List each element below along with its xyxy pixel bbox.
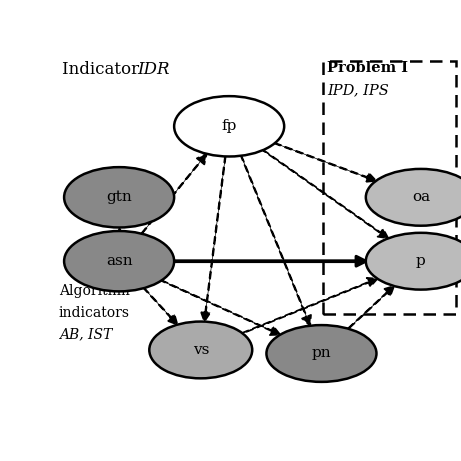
FancyArrowPatch shape bbox=[142, 154, 207, 234]
Bar bbox=[323, 61, 456, 314]
Text: Problem I: Problem I bbox=[327, 61, 408, 75]
FancyArrowPatch shape bbox=[263, 150, 388, 238]
Ellipse shape bbox=[266, 325, 377, 382]
Text: p: p bbox=[416, 254, 426, 268]
FancyArrowPatch shape bbox=[241, 156, 311, 326]
FancyArrowPatch shape bbox=[242, 278, 378, 333]
Ellipse shape bbox=[149, 322, 252, 378]
Text: vs: vs bbox=[193, 343, 209, 357]
Text: pn: pn bbox=[312, 347, 331, 361]
Text: fp: fp bbox=[221, 119, 237, 133]
Ellipse shape bbox=[366, 169, 461, 226]
FancyArrowPatch shape bbox=[174, 256, 366, 266]
Text: IPD, IPS: IPD, IPS bbox=[327, 84, 389, 98]
Text: oa: oa bbox=[412, 190, 430, 204]
Text: asn: asn bbox=[106, 254, 132, 268]
Text: IDR: IDR bbox=[137, 61, 169, 77]
FancyArrowPatch shape bbox=[144, 288, 177, 325]
FancyArrowPatch shape bbox=[161, 280, 280, 335]
Ellipse shape bbox=[64, 231, 174, 291]
Text: indicators: indicators bbox=[59, 306, 130, 319]
FancyArrowPatch shape bbox=[275, 143, 376, 182]
FancyArrowPatch shape bbox=[348, 286, 394, 329]
Text: Indicator: Indicator bbox=[62, 61, 145, 77]
Ellipse shape bbox=[64, 167, 174, 227]
Text: gtn: gtn bbox=[106, 190, 132, 204]
FancyArrowPatch shape bbox=[201, 156, 226, 322]
Text: Algorithm: Algorithm bbox=[59, 284, 130, 298]
Ellipse shape bbox=[366, 233, 461, 290]
Ellipse shape bbox=[174, 96, 284, 156]
Text: AB, IST: AB, IST bbox=[59, 327, 112, 341]
FancyArrowPatch shape bbox=[114, 227, 124, 237]
